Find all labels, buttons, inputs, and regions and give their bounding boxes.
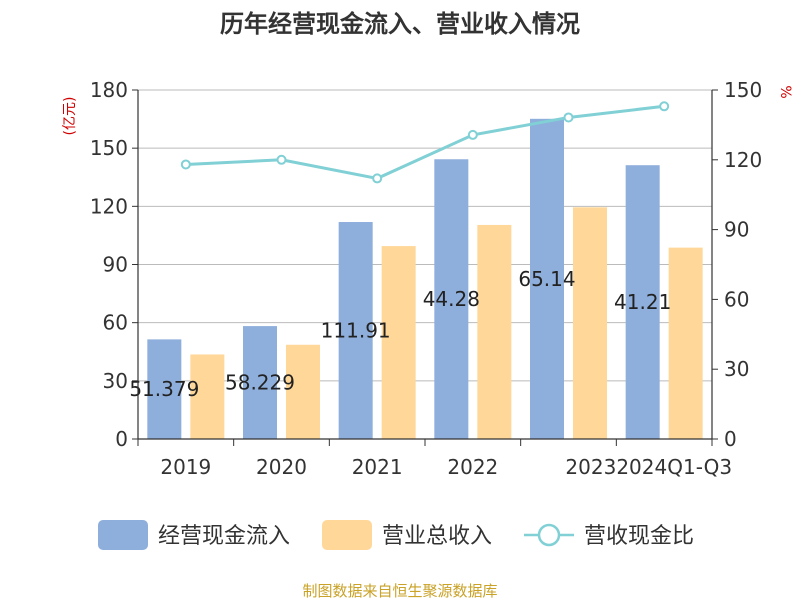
bars <box>147 118 703 439</box>
left-tick-label: 120 <box>90 194 128 218</box>
legend-label-revenue: 营业总收入 <box>382 524 492 549</box>
ratio-point <box>276 154 287 165</box>
bar-revenue <box>286 344 320 439</box>
right-tick-label: 90 <box>724 218 749 242</box>
bar-data-label: 111.91 <box>321 319 391 343</box>
bar-cash-inflow <box>338 222 373 439</box>
right-axis-label: % <box>777 85 793 98</box>
bar-cash-inflow <box>147 339 182 439</box>
ratio-point <box>467 129 478 140</box>
legend: 经营现金流入 营业总收入 营收现金比 <box>98 520 694 550</box>
left-tick-label: 150 <box>90 136 128 160</box>
legend-swatch-cash-inflow <box>98 520 148 550</box>
left-tick-label: 90 <box>103 253 128 277</box>
legend-swatch-revenue <box>322 520 372 550</box>
left-tick-label: 0 <box>115 427 128 451</box>
gridlines <box>138 89 712 382</box>
right-tick-label: 120 <box>724 148 762 172</box>
bar-cash-inflow <box>434 159 469 439</box>
x-tick-label: 2021 <box>352 455 403 479</box>
ratio-line-series <box>180 101 670 184</box>
legend-swatch-ratio-marker <box>537 523 561 547</box>
bar-revenue <box>381 246 416 439</box>
ratio-point <box>180 159 191 170</box>
ratio-point <box>563 112 574 123</box>
right-tick-label: 150 <box>724 78 762 102</box>
x-tick-label: 2023 <box>565 455 616 479</box>
bar-data-label: 58.229 <box>225 371 295 395</box>
left-tick-label: 180 <box>90 78 128 102</box>
bar-cash-inflow <box>530 118 564 439</box>
bar-revenue <box>477 224 512 439</box>
ratio-line <box>185 104 665 180</box>
bar-revenue <box>573 207 607 439</box>
chart-title: 历年经营现金流入、营业收入情况 <box>220 10 580 38</box>
bar-revenue <box>668 247 703 439</box>
x-tick-label: 2024Q1-Q3 <box>616 455 732 479</box>
left-axis-ticks: 0 30 60 90 120 150 180 <box>90 78 138 451</box>
x-tick-label: 2020 <box>256 455 307 479</box>
ratio-point <box>659 101 670 112</box>
legend-label-ratio: 营收现金比 <box>584 524 694 549</box>
bar-data-label: 51.379 <box>129 377 199 401</box>
ratio-point <box>372 173 383 184</box>
right-tick-label: 60 <box>724 287 749 311</box>
bar-data-label: 41.21 <box>614 290 671 314</box>
x-tick-label: 2019 <box>160 455 211 479</box>
left-tick-label: 30 <box>103 369 128 393</box>
right-tick-label: 30 <box>724 357 749 381</box>
bar-data-label: 65.14 <box>518 267 575 291</box>
right-axis-ticks: 0 30 60 90 120 150 <box>712 78 762 451</box>
data-source-note: 制图数据来自恒生聚源数据库 <box>302 582 497 600</box>
legend-label-cash-inflow: 经营现金流入 <box>158 524 290 549</box>
left-axis-label: (亿元) <box>62 97 78 136</box>
right-tick-label: 0 <box>724 427 737 451</box>
left-tick-label: 60 <box>103 311 128 335</box>
bar-cash-inflow <box>243 326 277 439</box>
x-tick-label: 2022 <box>447 455 498 479</box>
bar-labels: 51.379 58.229 111.91 44.28 65.14 41.21 <box>129 267 671 401</box>
bar-cash-inflow <box>625 165 660 439</box>
bar-revenue <box>190 354 225 439</box>
x-axis-ticks: 2019 2020 2021 2022 2023 2024Q1-Q3 <box>137 439 732 479</box>
bar-data-label: 44.28 <box>423 287 480 311</box>
